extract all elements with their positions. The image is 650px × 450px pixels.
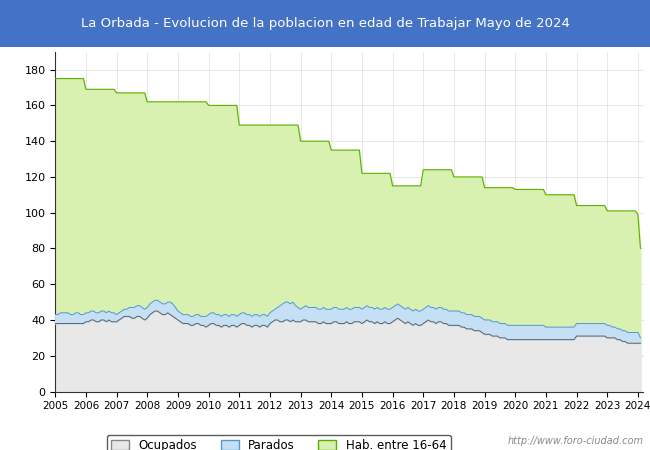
Text: http://www.foro-ciudad.com: http://www.foro-ciudad.com bbox=[508, 436, 644, 446]
Text: La Orbada - Evolucion de la poblacion en edad de Trabajar Mayo de 2024: La Orbada - Evolucion de la poblacion en… bbox=[81, 17, 569, 30]
Legend: Ocupados, Parados, Hab. entre 16-64: Ocupados, Parados, Hab. entre 16-64 bbox=[107, 435, 451, 450]
